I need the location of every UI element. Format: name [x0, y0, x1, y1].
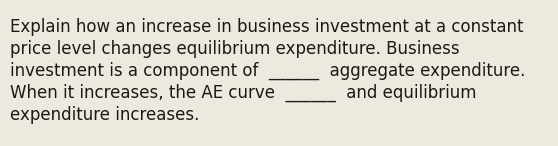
Text: investment is a component of  ______  aggregate expenditure.: investment is a component of ______ aggr… [10, 62, 526, 80]
Text: When it increases, the AE curve  ______  and equilibrium: When it increases, the AE curve ______ a… [10, 84, 477, 102]
Text: price level changes equilibrium expenditure. Business: price level changes equilibrium expendit… [10, 40, 460, 58]
Text: expenditure increases.: expenditure increases. [10, 106, 199, 124]
Text: Explain how an increase in business investment at a constant: Explain how an increase in business inve… [10, 18, 523, 36]
